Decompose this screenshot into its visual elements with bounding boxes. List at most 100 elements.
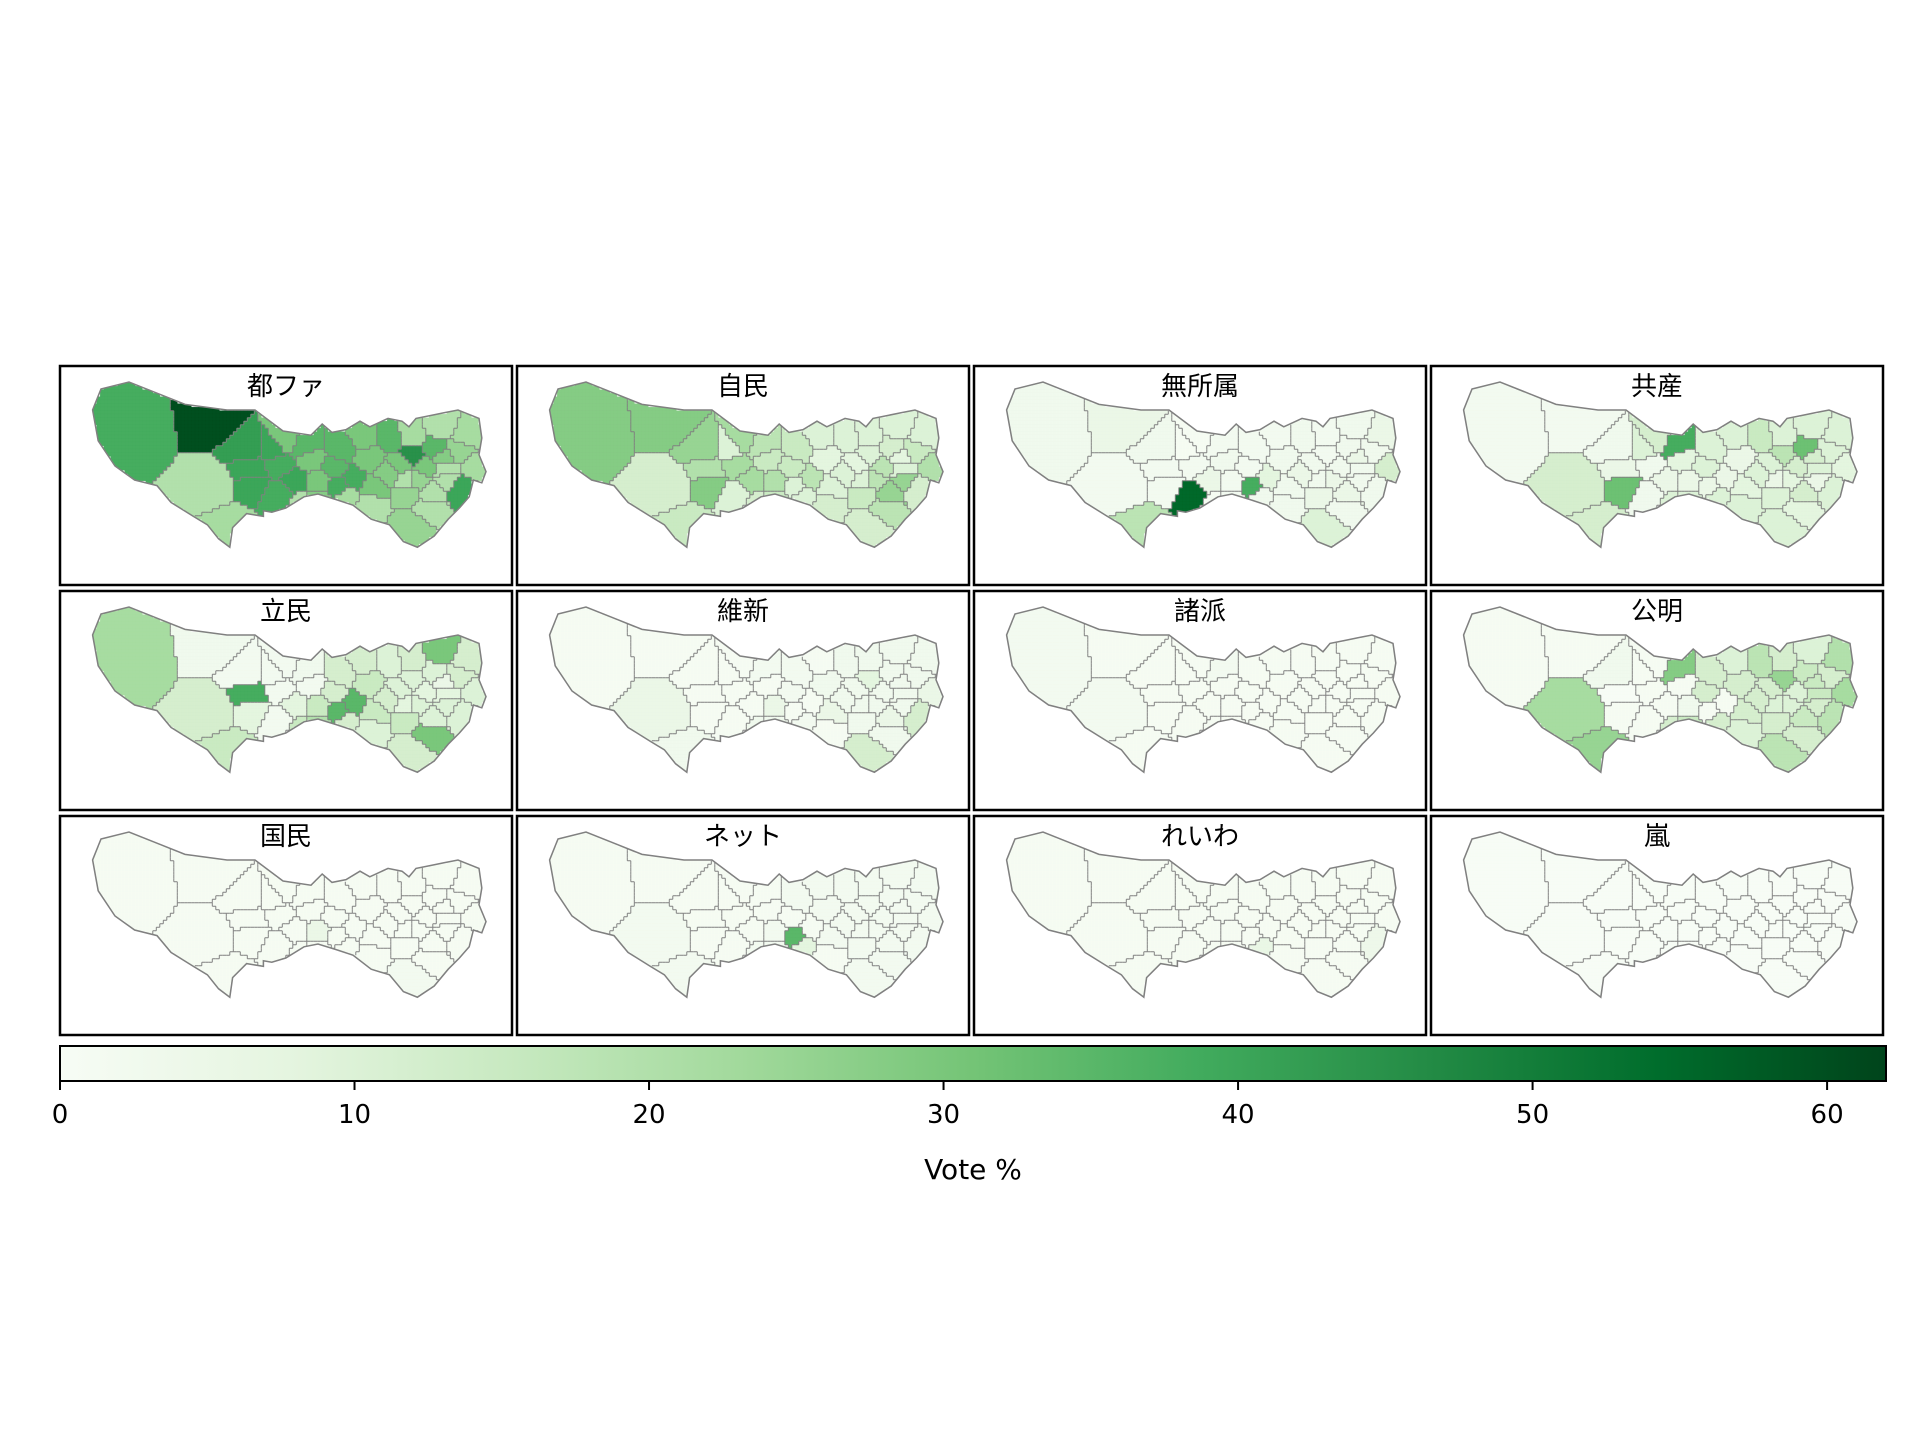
region-kunitachi: [711, 930, 751, 966]
borders: [1063, 846, 1396, 981]
region-okutama_north: [1084, 849, 1169, 903]
region-adachi: [1336, 860, 1376, 889]
region-hachioji: [609, 677, 691, 741]
panel-frame: [972, 589, 1428, 812]
region-koganei: [777, 680, 807, 703]
borders: [606, 846, 939, 981]
region-itabashi: [1290, 642, 1316, 678]
panel-title: 立民: [260, 597, 312, 627]
map-8: [91, 831, 487, 999]
colorbar-gradient: [59, 1045, 1887, 1082]
regions: [93, 382, 486, 548]
map-10: [1005, 831, 1401, 999]
region-kita: [1768, 642, 1798, 671]
region-katsushika: [450, 635, 483, 675]
region-fuchu: [1677, 469, 1703, 492]
region-itabashi: [1290, 867, 1316, 903]
panel-frame: [58, 589, 514, 812]
colorbar-label: Vote %: [924, 1153, 1022, 1186]
panel-frame: [515, 364, 971, 587]
map-outline: [1462, 831, 1858, 999]
region-west_tama: [1464, 832, 1549, 935]
colorbar-tick-label: 50: [1516, 1100, 1549, 1130]
panel-frame: [515, 589, 971, 812]
borders: [1520, 621, 1853, 756]
region-adachi: [1793, 410, 1833, 439]
colorbar-tick-label: 40: [1222, 1100, 1255, 1130]
panel-1: 自民: [515, 364, 971, 587]
region-kunitachi: [1168, 930, 1208, 966]
region-ota: [1758, 508, 1808, 548]
borders: [149, 396, 482, 531]
map-outline: [1005, 381, 1401, 549]
panel-frame: [58, 814, 514, 1037]
borders: [1520, 846, 1853, 981]
panel-8: 国民: [58, 814, 514, 1037]
region-koganei: [1691, 455, 1721, 478]
region-adachi: [422, 860, 462, 889]
region-itabashi: [376, 867, 402, 903]
region-west_tama: [93, 607, 178, 710]
region-higashimurayama: [1210, 448, 1243, 474]
region-kita: [1311, 867, 1341, 896]
region-west_tama: [1007, 832, 1092, 935]
regions: [550, 382, 943, 548]
region-koto: [446, 698, 472, 738]
region-hachioji: [1066, 452, 1148, 516]
colorbar-tick-label: 30: [927, 1100, 960, 1130]
map-outline: [1462, 606, 1858, 774]
panel-title: ネット: [704, 822, 782, 852]
region-meguro: [1304, 937, 1334, 959]
map-outline: [548, 831, 944, 999]
region-kita: [1768, 417, 1798, 446]
region-higashiyamato: [257, 638, 301, 678]
panel-frame: [1429, 364, 1885, 587]
map-outline: [548, 606, 944, 774]
regions: [1007, 382, 1400, 548]
region-itabashi: [833, 642, 859, 678]
panel-title: 維新: [717, 597, 769, 627]
region-hachioji: [1523, 452, 1605, 516]
region-shibuya: [394, 694, 413, 713]
panel-9: ネット: [515, 814, 971, 1037]
region-koto: [1817, 698, 1843, 738]
region-shinagawa: [1325, 497, 1369, 530]
region-adachi: [879, 860, 919, 889]
panel-title: 嵐: [1644, 822, 1670, 852]
panel-frame: [1429, 589, 1885, 812]
region-kunitachi: [254, 705, 294, 741]
borders: [149, 846, 482, 981]
colorbar-tick-label: 20: [632, 1100, 665, 1130]
panel-frame: [1429, 814, 1885, 1037]
region-okutama_north: [627, 849, 712, 903]
region-minato: [875, 930, 908, 956]
region-west_tama: [550, 607, 635, 710]
region-west_tama: [550, 832, 635, 935]
region-shibuya: [1308, 919, 1327, 938]
region-adachi: [879, 635, 919, 664]
region-kita: [854, 867, 884, 896]
panel-11: 嵐: [1429, 814, 1885, 1037]
region-ome: [669, 860, 719, 914]
panel-frame: [515, 814, 971, 1037]
region-kunitachi: [1168, 705, 1208, 741]
map-outline: [91, 381, 487, 549]
map-outline: [91, 831, 487, 999]
map-9: [548, 831, 944, 999]
region-shinagawa: [1325, 947, 1369, 980]
region-itabashi: [376, 642, 402, 678]
region-adachi: [422, 635, 462, 664]
map-outline: [548, 381, 944, 549]
borders: [606, 621, 939, 756]
map-outline: [1005, 606, 1401, 774]
map-outline: [1462, 381, 1858, 549]
panel-10: れいわ: [972, 814, 1428, 1037]
region-koto: [903, 923, 929, 963]
panel-0: 都ファ: [58, 364, 514, 587]
region-kunitachi: [254, 480, 294, 516]
regions: [1007, 832, 1400, 998]
panel-title: 都ファ: [247, 372, 325, 402]
region-ome: [212, 410, 262, 464]
region-adachi: [879, 410, 919, 439]
